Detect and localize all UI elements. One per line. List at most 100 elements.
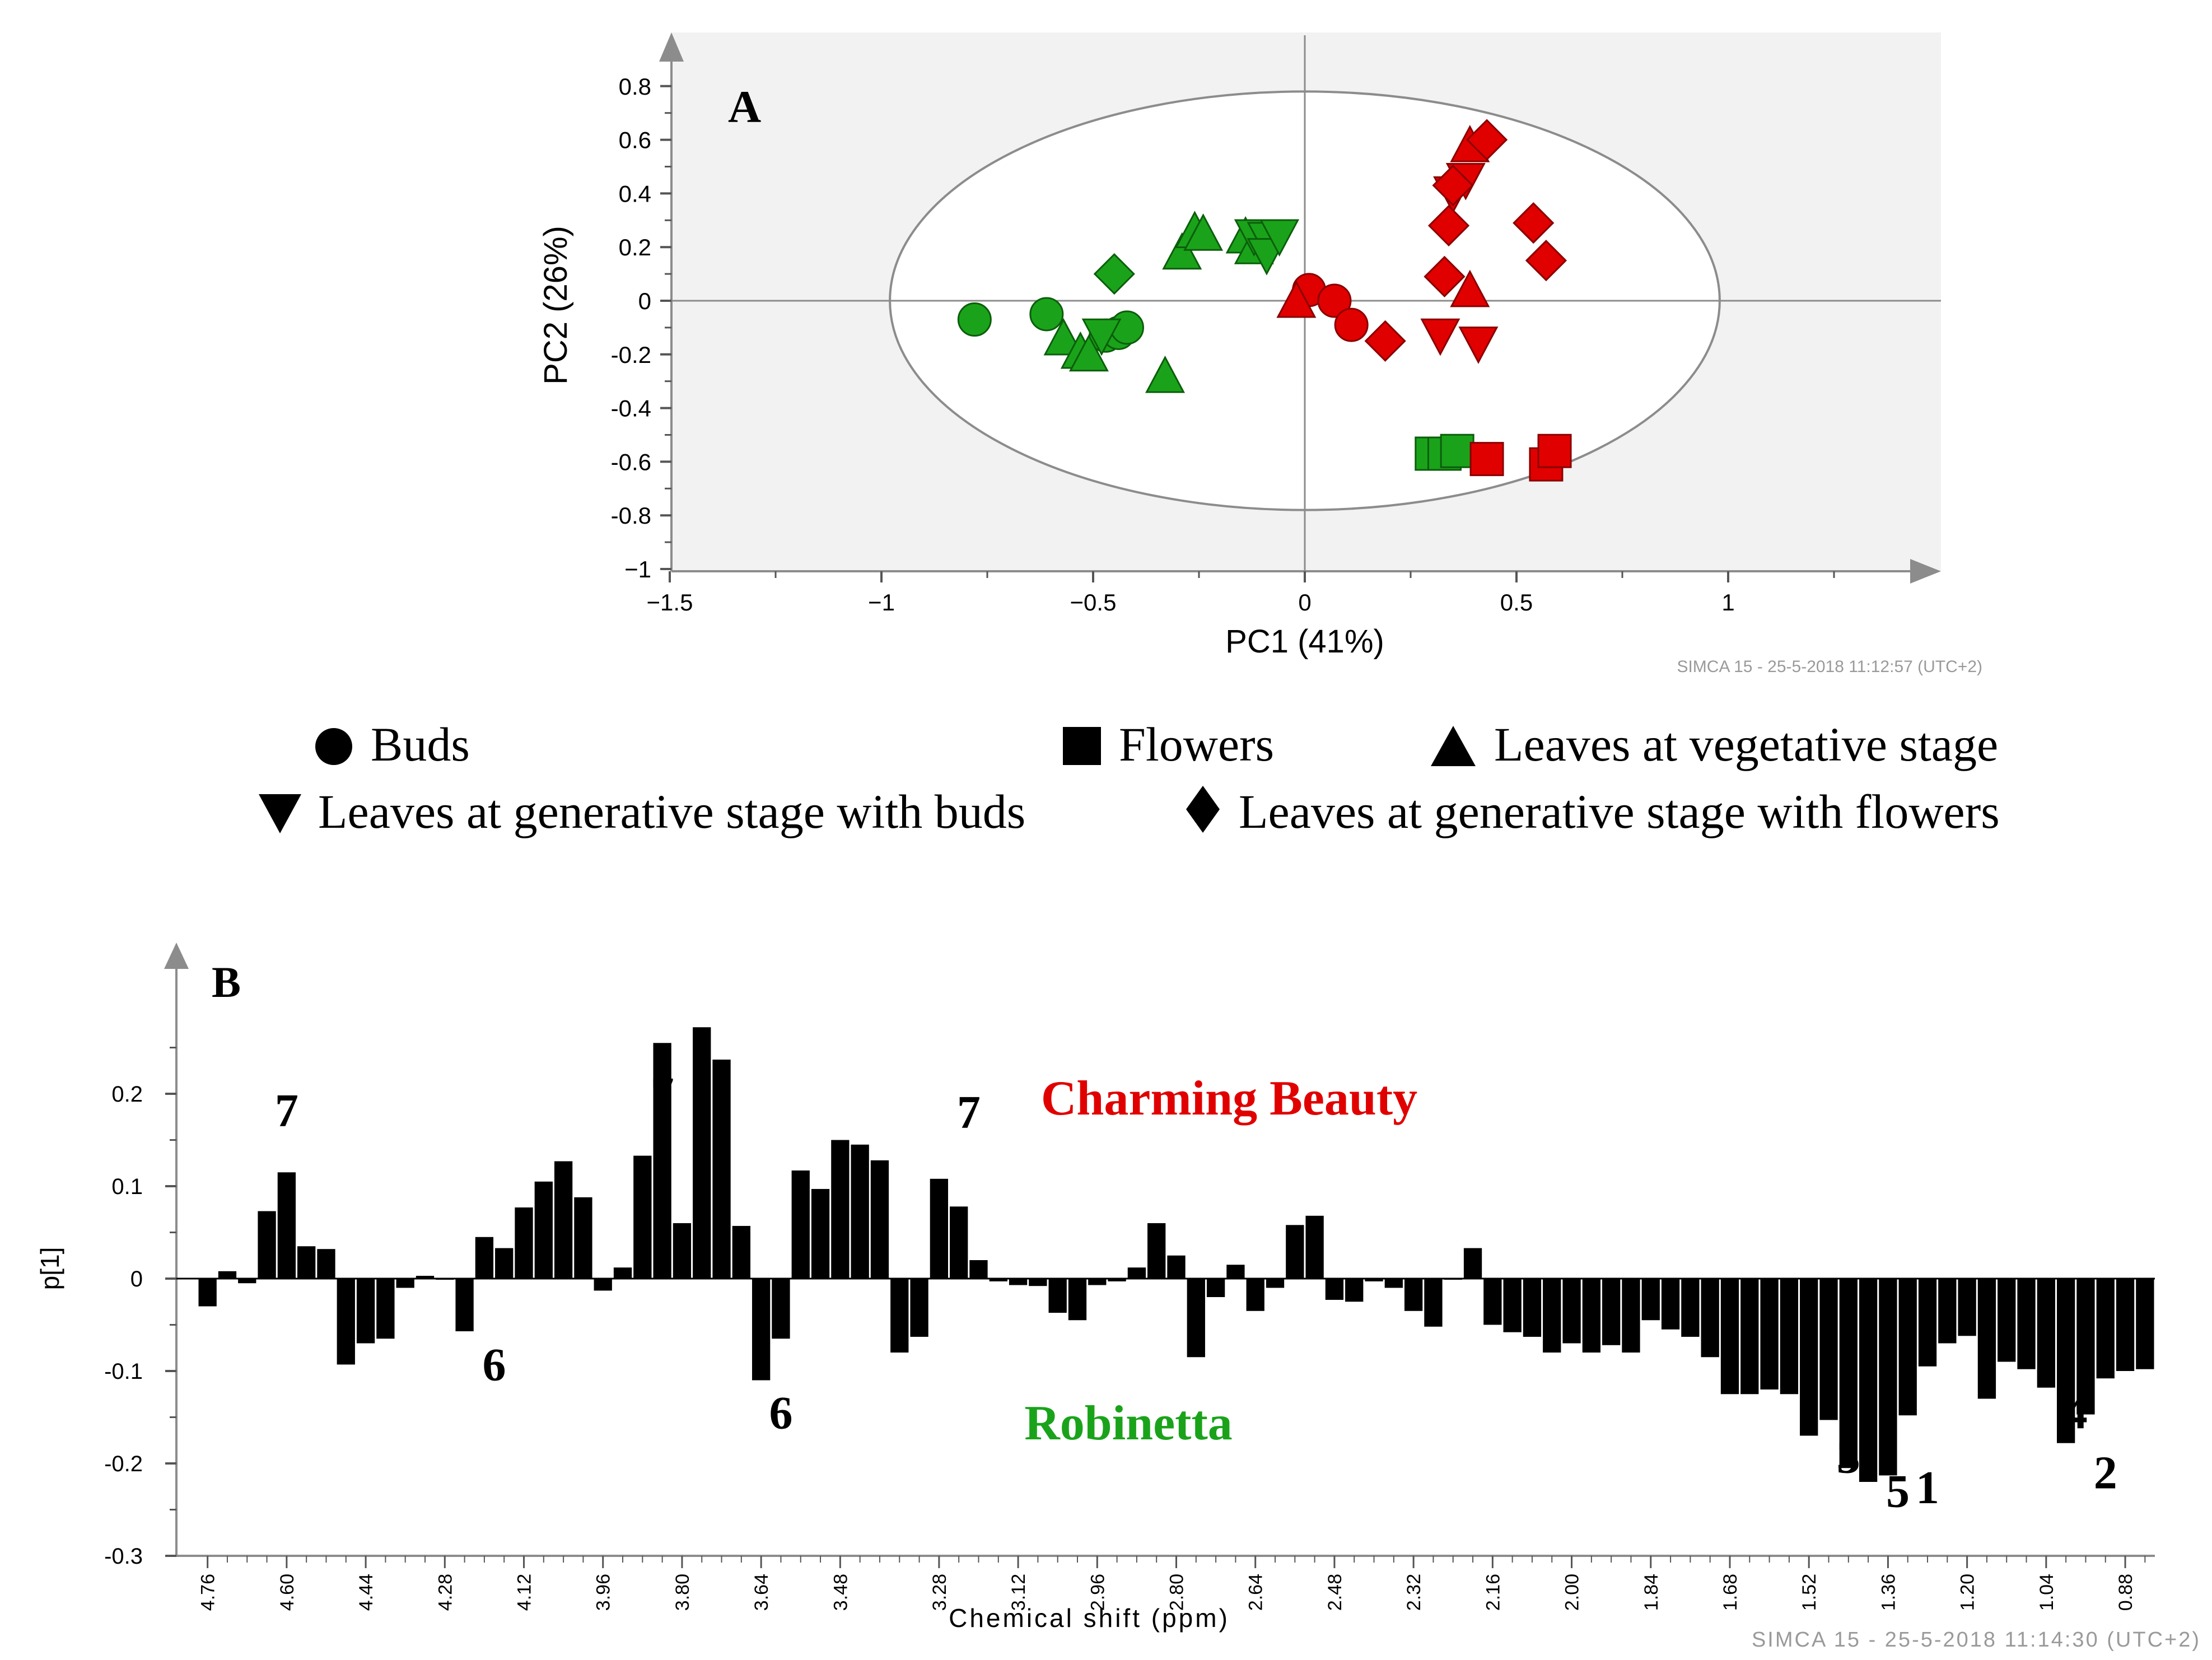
score-point-leaf-vegetative [1276, 280, 1317, 318]
loading-bar [475, 1237, 494, 1279]
score-point-leaf-generative-buds [1458, 327, 1499, 364]
legend-label: Leaves at vegetative stage [1494, 717, 1998, 771]
loading-bar [1661, 1279, 1680, 1330]
loading-bar [1760, 1279, 1779, 1389]
score-point-leaf-vegetative [1145, 355, 1186, 393]
loading-bar [910, 1279, 928, 1337]
score-point-leaf-vegetative [1043, 318, 1084, 356]
panel-a-label: A [728, 81, 761, 132]
b-x-tick-label: 4.60 [277, 1574, 298, 1611]
score-point-leaf-vegetative [1450, 269, 1490, 307]
loading-bar [1088, 1279, 1107, 1285]
loading-bar [198, 1279, 217, 1307]
score-point-flower [1537, 433, 1572, 468]
score-point-leaf-generative-buds [1420, 318, 1460, 356]
loading-bar [1365, 1279, 1383, 1281]
b-x-tick-label: 3.64 [751, 1574, 772, 1611]
loading-bar [1839, 1279, 1858, 1468]
a-y-tick-label: 0.2 [619, 234, 651, 260]
loading-bar [2136, 1279, 2154, 1369]
b-x-tick-label: 2.80 [1166, 1574, 1188, 1611]
cultivar-label-top: Charming Beauty [1041, 1071, 1417, 1126]
compound-annotation: 7 [957, 1087, 981, 1139]
a-x-tick-label: −1 [868, 589, 895, 615]
loading-bar [455, 1279, 474, 1332]
loading-bar [356, 1279, 375, 1344]
loading-bar [1424, 1279, 1443, 1327]
loading-bar [436, 1279, 454, 1280]
loading-bar [712, 1059, 731, 1279]
compound-annotation: 7 [651, 1068, 674, 1120]
compound-annotation: 6 [769, 1387, 792, 1439]
loading-bar [752, 1279, 771, 1381]
loading-bar [653, 1043, 671, 1279]
loading-bar [890, 1279, 909, 1353]
loading-bar [258, 1211, 276, 1279]
loading-bar [2076, 1279, 2095, 1415]
b-x-tick-label: 4.12 [514, 1574, 535, 1611]
loading-bar [1444, 1279, 1462, 1280]
loading-bar [851, 1144, 869, 1279]
loading-bar [1483, 1279, 1502, 1325]
loading-bar [1720, 1279, 1739, 1395]
score-point-leaf-generative-buds [1081, 318, 1122, 356]
loading-bar [1305, 1215, 1324, 1279]
loading-bar [554, 1161, 573, 1279]
loading-bar [1226, 1265, 1245, 1279]
panel-b-label: B [212, 958, 241, 1006]
loading-bar [693, 1027, 711, 1279]
legend-item-buds: Buds [315, 717, 470, 771]
b-y-axis-arrow-icon [164, 943, 189, 969]
score-point-bud [1029, 297, 1064, 332]
loading-bar [1009, 1279, 1028, 1285]
a-x-tick-label: 0 [1298, 589, 1311, 615]
loading-bar [534, 1181, 553, 1279]
loading-bar [1701, 1279, 1719, 1358]
score-point-leaf-generative-flowers [1466, 119, 1508, 161]
b-x-tick-label: 1.68 [1720, 1574, 1741, 1611]
b-x-tick-label: 2.96 [1087, 1574, 1108, 1611]
b-x-axis-title: Chemical shift (ppm) [949, 1603, 1230, 1633]
legend-square-icon [1063, 727, 1101, 765]
b-y-tick-label: -0.2 [104, 1452, 143, 1476]
a-x-axis-title: PC1 (41%) [1225, 623, 1384, 660]
score-point-flower [1469, 442, 1504, 477]
loading-bar [1029, 1279, 1047, 1286]
compound-annotation: 3 [1837, 1431, 1860, 1484]
b-x-tick-label: 2.48 [1324, 1574, 1346, 1611]
loading-bar [1325, 1279, 1344, 1300]
loading-bar [1859, 1279, 1878, 1482]
compound-annotation: 2 [2094, 1447, 2117, 1499]
legend-label: Buds [371, 717, 470, 771]
compound-annotation: 6 [483, 1339, 506, 1391]
loading-bar [613, 1267, 632, 1279]
loading-bar [1463, 1248, 1482, 1279]
loading-bar [1147, 1223, 1166, 1279]
b-x-tick-label: 0.88 [2115, 1574, 2136, 1611]
loading-bar [1622, 1279, 1640, 1353]
loading-bar [1167, 1255, 1186, 1279]
b-y-tick-label: -0.1 [104, 1359, 143, 1384]
b-x-tick-label: 3.28 [929, 1574, 950, 1611]
loading-bar [1998, 1279, 2016, 1362]
b-x-tick-label: 1.36 [1878, 1574, 1899, 1611]
b-x-tick-label: 1.52 [1799, 1574, 1820, 1611]
loading-bar [870, 1160, 889, 1279]
legend-triangle-up-icon [1431, 726, 1476, 766]
a-y-tick-label: -0.8 [611, 502, 651, 529]
loading-bar [1404, 1279, 1423, 1311]
loading-bar [1898, 1279, 1917, 1416]
loading-bar [317, 1249, 335, 1279]
a-y-axis-title: PC2 (26%) [538, 226, 574, 385]
compound-annotation: 7 [275, 1085, 298, 1137]
loading-bar [1384, 1279, 1403, 1288]
score-point-leaf-vegetative [1068, 334, 1109, 372]
a-y-tick-label: 0.6 [619, 127, 651, 153]
b-x-tick-label: 1.84 [1641, 1574, 1662, 1611]
legend-triangle-down-icon [259, 794, 301, 833]
a-y-axis-arrow-icon [659, 32, 684, 62]
b-x-tick-label: 2.64 [1245, 1574, 1267, 1611]
b-x-tick-label: 3.80 [672, 1574, 693, 1611]
loading-bar [1681, 1279, 1700, 1337]
a-y-tick-label: 0.4 [619, 180, 651, 207]
